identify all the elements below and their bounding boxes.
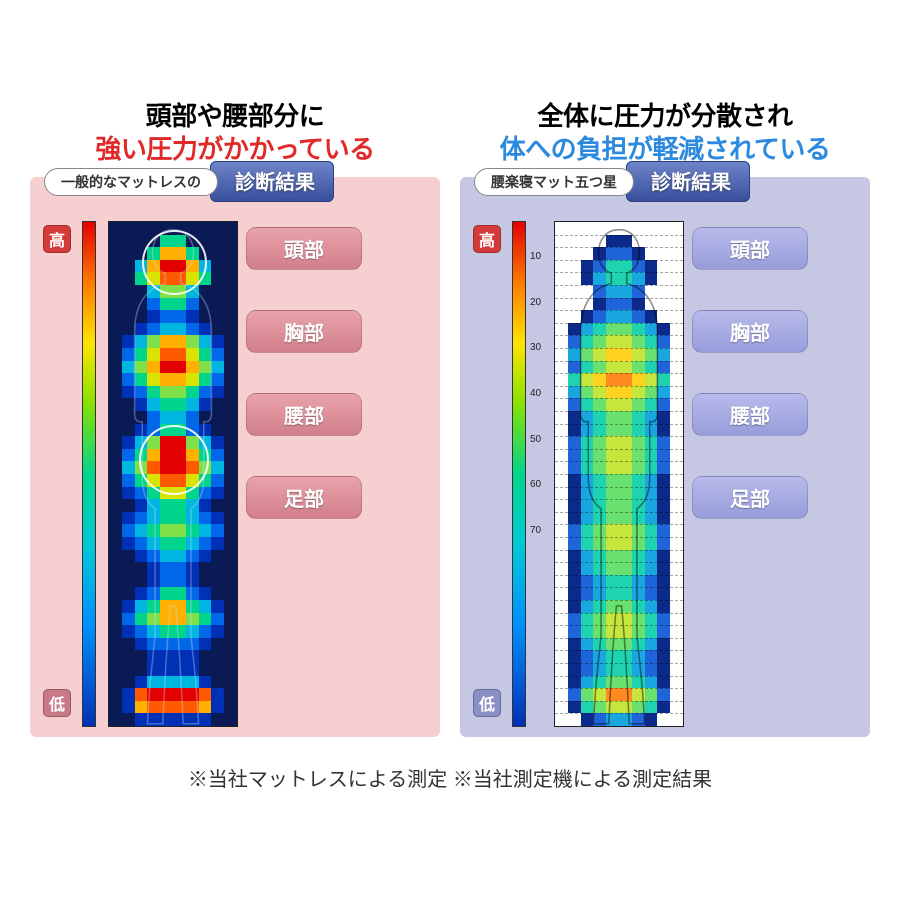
comparison-figure: 頭部や腰部分に 強い圧力がかかっている 一般的なマットレスの 診断結果 高 低 <box>0 0 900 792</box>
right-tag-head: 頭部 <box>692 227 808 270</box>
right-diag-badge: 診断結果 <box>626 161 750 202</box>
left-tag-legs: 足部 <box>246 476 362 519</box>
left-headline: 頭部や腰部分に 強い圧力がかかっている <box>30 100 440 165</box>
left-axis-high: 高 <box>43 225 71 253</box>
right-tags: 頭部 胸部 腰部 足部 <box>692 221 860 727</box>
left-heatmap-grid <box>109 222 237 726</box>
right-axis-high: 高 <box>473 225 501 253</box>
right-panel: 腰楽寝マット五つ星 診断結果 高 低 10203040506070 <box>460 177 870 737</box>
left-panel-body: 高 低 頭部 胸部 <box>40 221 430 727</box>
right-subtype-pill: 腰楽寝マット五つ星 <box>474 168 634 196</box>
right-gradient-strip <box>512 221 526 727</box>
left-tags: 頭部 胸部 腰部 足部 <box>246 221 430 727</box>
right-gradient-col: 10203040506070 <box>512 221 546 727</box>
right-tag-legs: 足部 <box>692 476 808 519</box>
left-gradient-strip <box>82 221 96 727</box>
right-axis-col: 高 低 <box>470 221 504 727</box>
left-axis-col: 高 低 <box>40 221 74 727</box>
right-heatmap: 10203040506070 <box>554 221 684 727</box>
left-panel-header: 一般的なマットレスの 診断結果 <box>44 161 334 202</box>
right-headline-line1: 全体に圧力が分散され <box>460 100 870 133</box>
right-axis-low: 低 <box>473 689 501 717</box>
right-column: 全体に圧力が分散され 体への負担が軽減されている 腰楽寝マット五つ星 診断結果 … <box>460 100 870 737</box>
left-tag-waist: 腰部 <box>246 393 362 436</box>
right-panel-header: 腰楽寝マット五つ星 診断結果 <box>474 161 750 202</box>
left-gradient-col <box>82 221 100 727</box>
columns: 頭部や腰部分に 強い圧力がかかっている 一般的なマットレスの 診断結果 高 低 <box>30 100 870 737</box>
left-panel: 一般的なマットレスの 診断結果 高 低 <box>30 177 440 737</box>
left-column: 頭部や腰部分に 強い圧力がかかっている 一般的なマットレスの 診断結果 高 低 <box>30 100 440 737</box>
left-subtype-pill: 一般的なマットレスの <box>44 168 218 196</box>
right-headline: 全体に圧力が分散され 体への負担が軽減されている <box>460 100 870 165</box>
left-headline-line1: 頭部や腰部分に <box>30 100 440 133</box>
left-axis-low: 低 <box>43 689 71 717</box>
right-tag-chest: 胸部 <box>692 310 808 353</box>
left-tag-head: 頭部 <box>246 227 362 270</box>
left-diag-badge: 診断結果 <box>210 161 334 202</box>
left-heatmap <box>108 221 238 727</box>
footnote: ※当社マットレスによる測定 ※当社測定機による測定結果 <box>30 763 870 792</box>
right-heatmap-grid <box>555 222 683 726</box>
right-panel-body: 高 低 10203040506070 10203040506070 <box>470 221 860 727</box>
right-tag-waist: 腰部 <box>692 393 808 436</box>
left-tag-chest: 胸部 <box>246 310 362 353</box>
